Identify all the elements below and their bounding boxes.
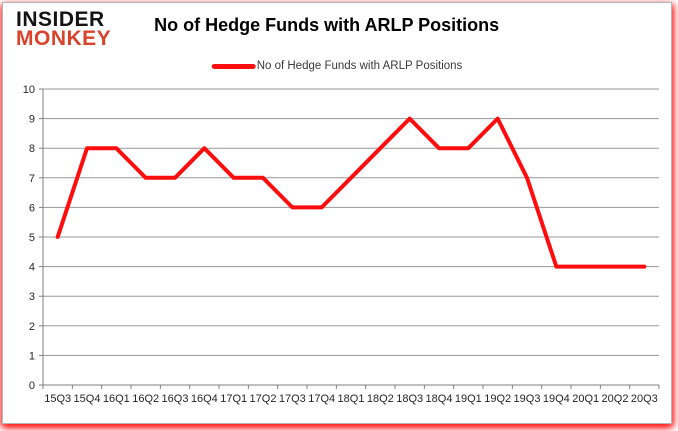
svg-text:16Q2: 16Q2 xyxy=(132,393,159,405)
svg-text:18Q1: 18Q1 xyxy=(338,393,365,405)
logo-insider-text: INSIDER xyxy=(16,8,105,31)
svg-text:20Q1: 20Q1 xyxy=(572,393,599,405)
svg-text:16Q4: 16Q4 xyxy=(191,393,218,405)
svg-text:16Q3: 16Q3 xyxy=(162,393,189,405)
svg-text:17Q3: 17Q3 xyxy=(279,393,306,405)
svg-text:15Q4: 15Q4 xyxy=(74,393,101,405)
svg-text:17Q1: 17Q1 xyxy=(220,393,247,405)
insider-monkey-logo: INSIDER MONKEY xyxy=(16,8,112,51)
legend: No of Hedge Funds with ARLP Positions xyxy=(211,60,463,72)
svg-text:18Q2: 18Q2 xyxy=(367,393,394,405)
svg-text:19Q2: 19Q2 xyxy=(484,393,511,405)
svg-text:3: 3 xyxy=(29,291,35,303)
chart-title: No of Hedge Funds with ARLP Positions xyxy=(154,15,500,35)
svg-text:19Q3: 19Q3 xyxy=(514,393,541,405)
svg-text:15Q3: 15Q3 xyxy=(44,393,71,405)
svg-text:19Q4: 19Q4 xyxy=(543,393,570,405)
svg-text:1: 1 xyxy=(29,350,35,362)
legend-label: No of Hedge Funds with ARLP Positions xyxy=(256,60,463,72)
svg-text:9: 9 xyxy=(29,114,35,126)
svg-text:0: 0 xyxy=(29,380,35,392)
svg-text:2: 2 xyxy=(29,321,35,333)
logo-monkey-text: MONKEY xyxy=(16,27,112,51)
svg-text:19Q1: 19Q1 xyxy=(455,393,482,405)
svg-text:16Q1: 16Q1 xyxy=(103,393,130,405)
svg-text:10: 10 xyxy=(23,84,35,96)
svg-text:6: 6 xyxy=(29,202,35,214)
svg-text:20Q2: 20Q2 xyxy=(602,393,629,405)
svg-text:20Q3: 20Q3 xyxy=(631,393,658,405)
svg-text:5: 5 xyxy=(29,232,35,244)
line-chart: 0 1 2 3 4 5 6 7 8 9 10 15Q3 15Q4 16Q1 16Q2 16Q3 16Q4 17Q1… xyxy=(23,84,660,405)
svg-text:7: 7 xyxy=(29,173,35,185)
svg-text:4: 4 xyxy=(29,262,35,274)
chart-panel: INSIDER MONKEY No of Hedge Funds with AR… xyxy=(2,2,672,424)
svg-text:17Q2: 17Q2 xyxy=(250,393,277,405)
svg-text:17Q4: 17Q4 xyxy=(308,393,335,405)
legend-line-marker xyxy=(211,63,256,69)
svg-text:8: 8 xyxy=(29,143,35,155)
svg-text:18Q4: 18Q4 xyxy=(426,393,453,405)
svg-text:18Q3: 18Q3 xyxy=(396,393,423,405)
